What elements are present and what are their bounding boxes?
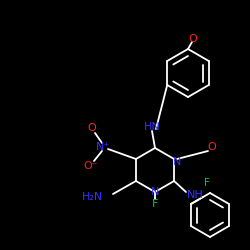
Text: F: F	[152, 199, 158, 209]
Text: H₂N: H₂N	[82, 192, 103, 202]
Text: O: O	[88, 123, 96, 133]
Text: N: N	[151, 187, 159, 197]
Text: O: O	[208, 142, 216, 152]
Text: F: F	[204, 178, 210, 188]
Text: NH: NH	[186, 190, 204, 200]
Text: O: O	[189, 34, 198, 44]
Text: O⁻: O⁻	[84, 161, 98, 171]
Text: N⁺: N⁺	[96, 142, 110, 152]
Text: HN: HN	[144, 122, 160, 132]
Text: N: N	[173, 157, 181, 167]
